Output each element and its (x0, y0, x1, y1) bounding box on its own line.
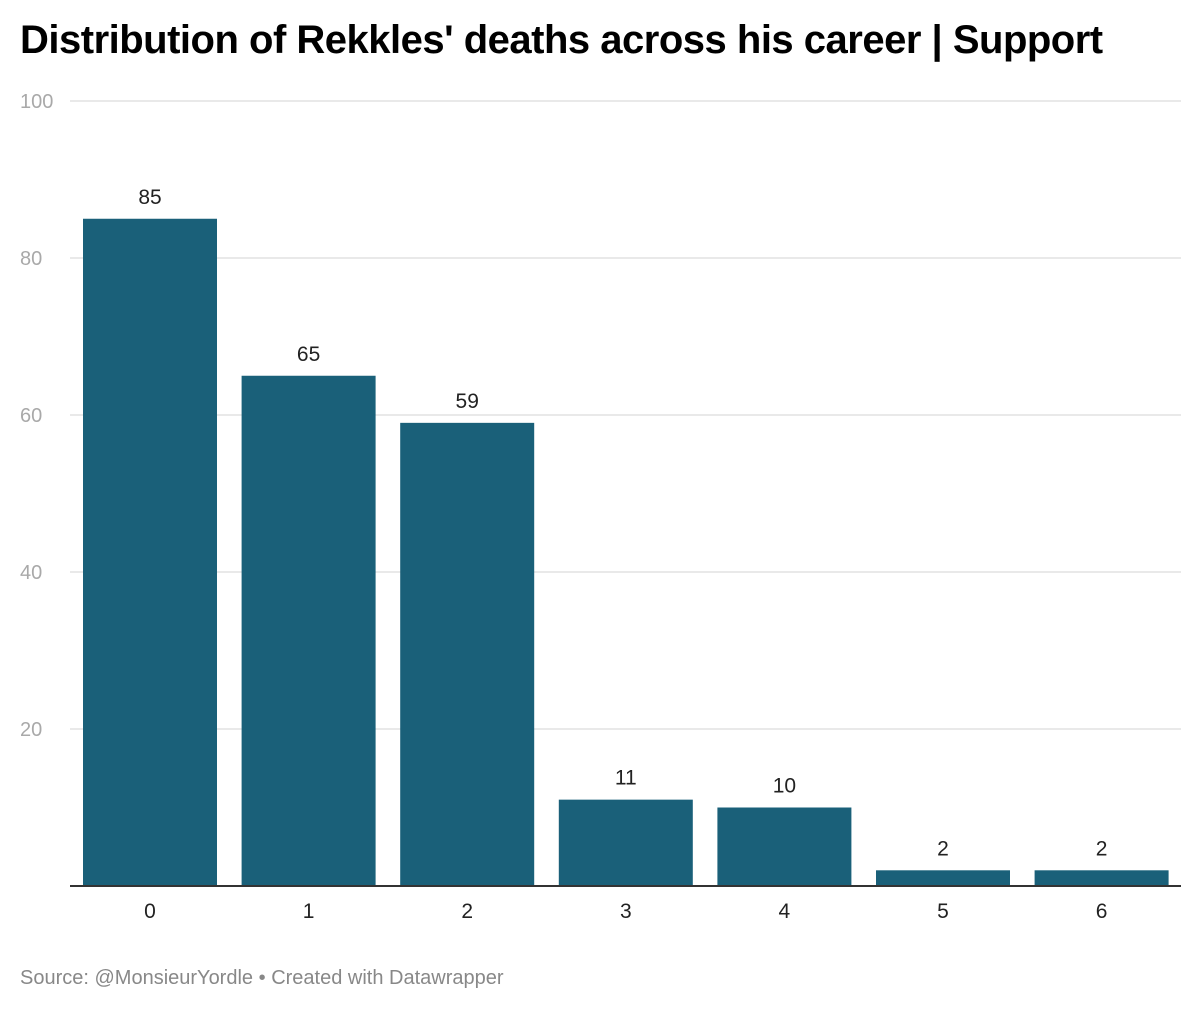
bar (1034, 870, 1169, 886)
data-label: 85 (138, 186, 161, 209)
bar-chart: 20 40 60 80 100 85 65 59 11 10 2 2 0 1 2 3 4 5 6 (20, 91, 1181, 923)
data-label: 2 (1096, 837, 1108, 860)
chart-footer: Source: @MonsieurYordle • Created with D… (20, 967, 504, 990)
data-label: 65 (297, 343, 320, 366)
bar (876, 870, 1010, 886)
source-name[interactable]: @MonsieurYordle (94, 967, 254, 989)
x-tick-label: 2 (461, 900, 473, 923)
bar (717, 807, 852, 886)
x-tick-label: 0 (144, 900, 156, 923)
gridlines (70, 100, 1181, 730)
data-label: 2 (937, 837, 949, 860)
bar (241, 375, 376, 886)
y-tick-label: 20 (20, 719, 42, 741)
y-tick-label: 60 (20, 405, 42, 427)
bars (83, 218, 1169, 886)
x-tick-label: 4 (779, 900, 791, 923)
data-labels: 85 65 59 11 10 2 2 (138, 186, 1107, 861)
data-label: 59 (456, 390, 479, 413)
source-label: Source: (20, 967, 89, 989)
bar (400, 422, 535, 886)
data-label: 11 (615, 767, 637, 790)
y-tick-label: 100 (20, 91, 53, 113)
chart-title: Distribution of Rekkles' deaths across h… (20, 18, 1103, 62)
created-with-link[interactable]: Created with Datawrapper (271, 967, 504, 989)
y-axis-ticks: 20 40 60 80 100 (20, 91, 53, 741)
x-tick-label: 6 (1096, 900, 1108, 923)
x-tick-label: 1 (303, 900, 315, 923)
y-tick-label: 80 (20, 248, 42, 270)
footer-separator: • (258, 967, 266, 989)
bar (83, 218, 217, 886)
x-tick-label: 3 (620, 900, 632, 923)
y-tick-label: 40 (20, 562, 42, 584)
x-axis-ticks: 0 1 2 3 4 5 6 (144, 900, 1107, 923)
x-tick-label: 5 (937, 900, 949, 923)
data-label: 10 (773, 775, 796, 798)
bar (558, 799, 693, 886)
